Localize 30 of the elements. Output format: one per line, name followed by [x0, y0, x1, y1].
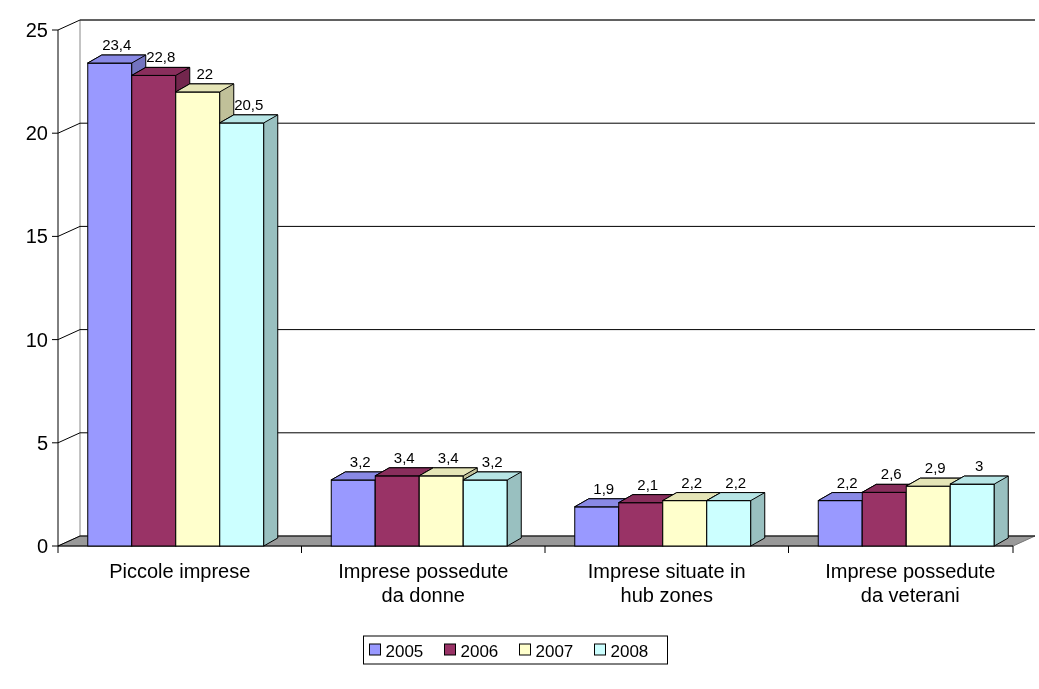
x-tick-label: Imprese possedute da veterani — [825, 560, 996, 606]
x-tick-label: Piccole imprese — [109, 560, 251, 582]
x-tick-label: Imprese possedute da donne — [338, 560, 509, 606]
y-tick-label: 0 — [36, 535, 48, 557]
data-label: 23,4 — [102, 36, 132, 54]
legend-label: 2005 — [385, 642, 424, 662]
x-tick-label: Imprese situate in hub zones — [587, 560, 746, 606]
data-label: 2,2 — [836, 473, 858, 491]
data-label: 3,4 — [393, 448, 415, 466]
legend-label: 2006 — [460, 642, 499, 662]
data-label: 2,9 — [924, 459, 946, 477]
legend-label: 2007 — [535, 642, 574, 662]
data-label: 2,1 — [637, 475, 659, 493]
data-label: 22,8 — [146, 48, 176, 66]
y-tick-label: 15 — [25, 225, 48, 248]
legend-label: 2008 — [610, 642, 649, 662]
data-label: 1,9 — [593, 479, 615, 497]
data-label: 2,2 — [681, 473, 703, 491]
y-tick-label: 10 — [25, 328, 48, 351]
data-label: 22 — [196, 64, 214, 82]
y-tick-label: 20 — [25, 122, 48, 145]
data-label: 3 — [975, 457, 984, 475]
y-tick-label: 5 — [36, 431, 48, 454]
data-label: 3,2 — [481, 452, 503, 470]
data-label: 3,2 — [349, 452, 371, 470]
data-label: 20,5 — [234, 95, 264, 113]
data-label: 2,6 — [880, 465, 902, 483]
y-tick-label: 25 — [25, 19, 48, 41]
data-label: 3,4 — [437, 448, 459, 466]
data-label: 2,2 — [725, 473, 747, 491]
